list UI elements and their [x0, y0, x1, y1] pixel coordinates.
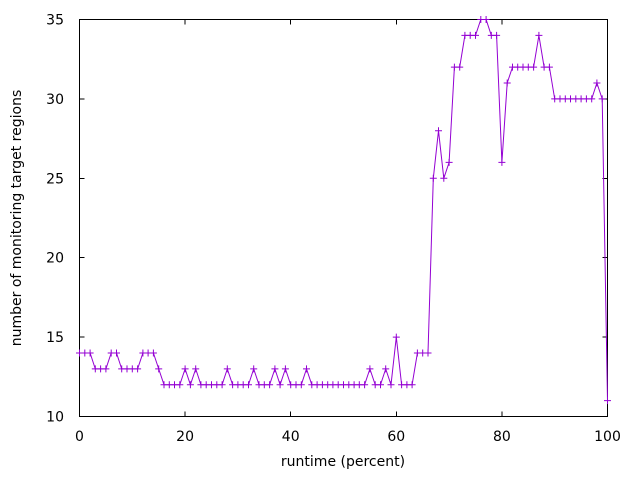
x-tick-label: 100: [594, 429, 621, 445]
plot-frame: [79, 19, 608, 417]
y-tick-label: 30: [46, 92, 64, 108]
x-axis-label: runtime (percent): [281, 454, 405, 470]
data-series: [76, 16, 611, 405]
series-markers: [76, 16, 611, 405]
tick-labels: 0 20 40 60 80 100 10 15 20 25 30 35: [46, 13, 621, 446]
x-tick-label: 0: [75, 429, 84, 445]
y-axis-label: number of monitoring target regions: [9, 90, 25, 347]
x-tick-label: 80: [493, 429, 511, 445]
x-tick-label: 20: [176, 429, 194, 445]
x-tick-label: 40: [282, 429, 300, 445]
series-line: [79, 19, 608, 401]
y-tick-label: 25: [46, 171, 64, 187]
plot-border: [79, 19, 608, 417]
y-tick-label: 20: [46, 251, 64, 267]
x-tick-label: 60: [387, 429, 405, 445]
y-tick-label: 15: [46, 330, 64, 346]
axis-ticks: [79, 19, 608, 417]
y-tick-label: 35: [46, 13, 64, 29]
y-tick-label: 10: [46, 410, 64, 426]
